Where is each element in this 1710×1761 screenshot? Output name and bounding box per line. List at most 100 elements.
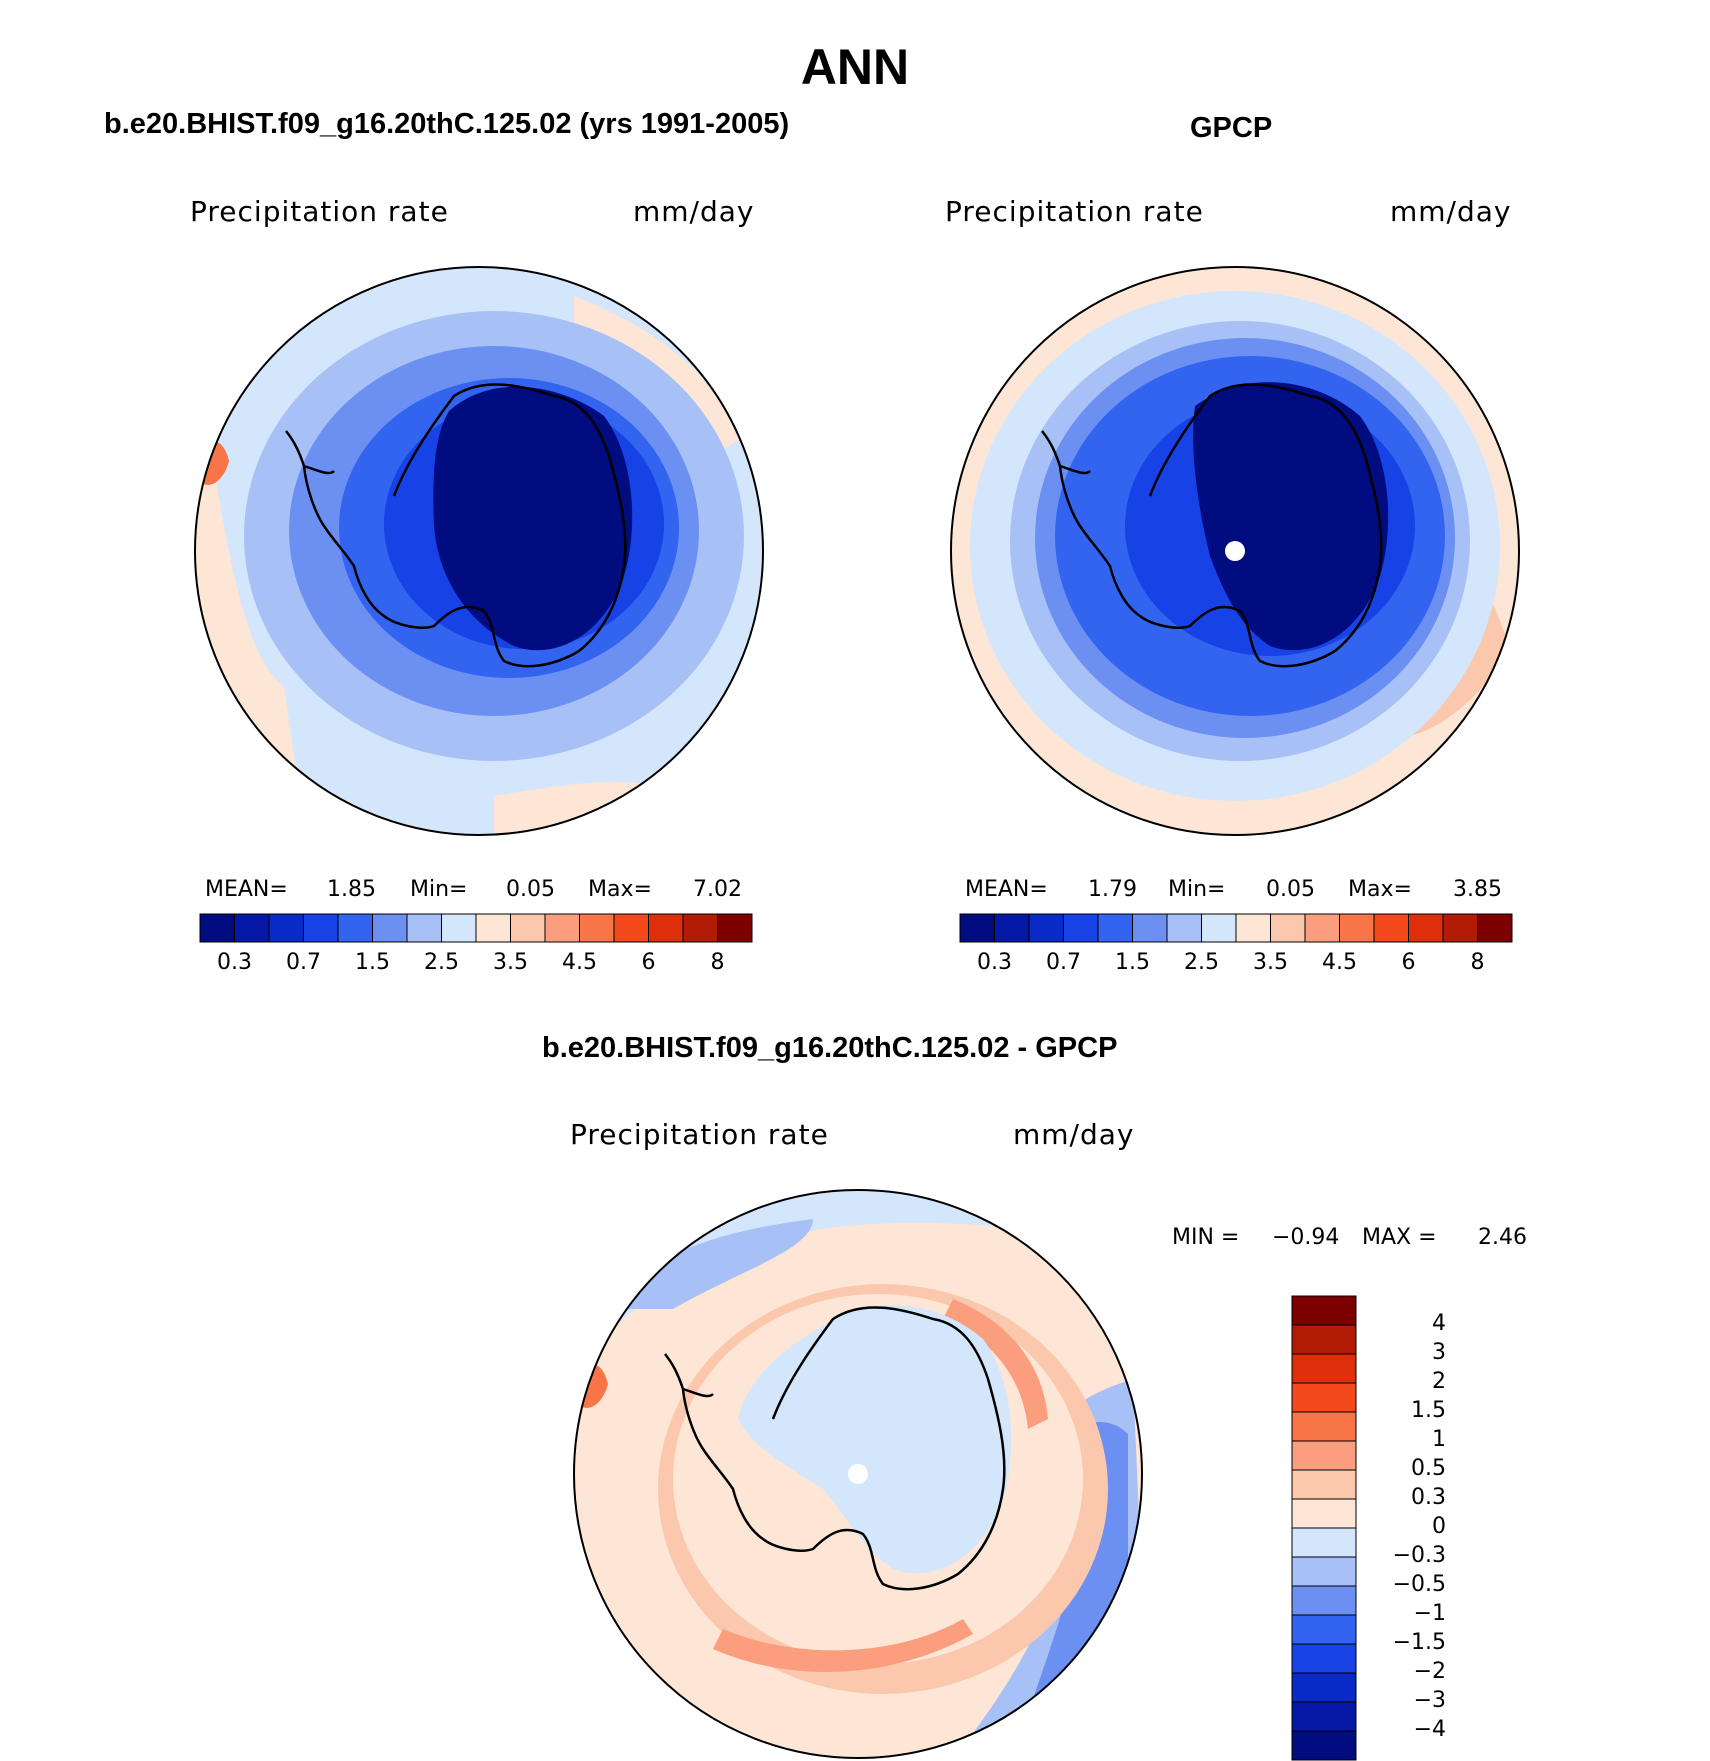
colorbar-swatch <box>1339 913 1375 943</box>
panel-3-ring-orange-south <box>713 1619 973 1672</box>
colorbar-swatch <box>613 913 649 943</box>
colorbar-tick-label: 0.5 <box>1411 1456 1446 1481</box>
panel-2-antarctica-coastline <box>1041 383 1383 668</box>
colorbar-swatch <box>1166 913 1202 943</box>
panel-3-north-negative-arc <box>574 1190 1142 1359</box>
colorbar-swatch <box>475 913 511 943</box>
colorbar-swatch <box>1442 913 1478 943</box>
panel-1-units-label: mm/day <box>633 195 755 228</box>
colorbar-tick-label: 0.7 <box>286 950 321 975</box>
panel-3-polar-map <box>573 1189 1143 1759</box>
panel-2-polar-map <box>950 266 1520 836</box>
colorbar-swatch <box>717 913 753 943</box>
panel-3-north-negative-inner <box>593 1219 813 1309</box>
panel-1-mean-label: MEAN= <box>205 877 288 902</box>
panel-2-min-label: Min= <box>1168 877 1226 902</box>
colorbar-swatch <box>441 913 477 943</box>
colorbar-swatch <box>337 913 373 943</box>
colorbar-swatch <box>1028 913 1064 943</box>
colorbar-tick-label: −2 <box>1413 1659 1446 1684</box>
colorbar-swatch <box>544 913 580 943</box>
colorbar-swatch <box>510 913 546 943</box>
panel-3-min-label: MIN = <box>1172 1225 1240 1250</box>
colorbar-swatch <box>234 913 270 943</box>
colorbar-tick-label: 0.3 <box>1411 1485 1446 1510</box>
panel-1-min-value: 0.05 <box>506 877 555 902</box>
colorbar-tick-label: −4 <box>1413 1717 1446 1742</box>
panel-1-subtitle: b.e20.BHIST.f09_g16.20thC.125.02 (yrs 19… <box>104 108 790 140</box>
panel-1-max-value: 7.02 <box>693 877 742 902</box>
panel-3-subtitle: b.e20.BHIST.f09_g16.20thC.125.02 - GPCP <box>542 1032 1118 1064</box>
colorbar-tick-label: 0 <box>1432 1514 1446 1539</box>
panel-1-min-label: Min= <box>410 877 468 902</box>
panel-3-min-value: −0.94 <box>1272 1225 1340 1250</box>
colorbar-swatch <box>1291 1672 1357 1703</box>
colorbar-tick-label: 1.5 <box>1411 1398 1446 1423</box>
colorbar-tick-label: 1.5 <box>1115 950 1150 975</box>
colorbar-swatch <box>406 913 442 943</box>
colorbar-swatch <box>1408 913 1444 943</box>
colorbar-swatch <box>1291 1469 1357 1500</box>
colorbar-swatch <box>1304 913 1340 943</box>
colorbar-swatch <box>1291 1324 1357 1355</box>
colorbar-tick-label: 8 <box>1470 950 1485 975</box>
panel-2-colorbar-ticks: 0.3 0.7 1.5 2.5 3.5 4.5 6 8 <box>960 950 1512 978</box>
panel-3-max-value: 2.46 <box>1478 1225 1527 1250</box>
panel-2-colorbar <box>959 913 1513 943</box>
colorbar-tick-label: 1 <box>1432 1427 1446 1452</box>
colorbar-swatch <box>1291 1701 1357 1732</box>
colorbar-tick-label: 3.5 <box>1253 950 1288 975</box>
colorbar-tick-label: 0.3 <box>217 950 252 975</box>
colorbar-swatch <box>1291 1527 1357 1558</box>
colorbar-swatch <box>1063 913 1099 943</box>
panel-2-mean-value: 1.79 <box>1088 877 1137 902</box>
panel-1-antarctica-coastline <box>285 383 627 668</box>
colorbar-tick-label: 2 <box>1432 1369 1446 1394</box>
colorbar-tick-label: 3.5 <box>493 950 528 975</box>
panel-2-max-label: Max= <box>1348 877 1412 902</box>
colorbar-swatch <box>372 913 408 943</box>
panel-3-units-label: mm/day <box>1013 1118 1135 1151</box>
colorbar-swatch <box>1235 913 1271 943</box>
colorbar-swatch <box>268 913 304 943</box>
colorbar-swatch <box>1291 1353 1357 1384</box>
figure-title: ANN <box>800 39 910 95</box>
colorbar-tick-label: 4 <box>1432 1311 1446 1336</box>
colorbar-swatch <box>1291 1411 1357 1442</box>
panel-1-max-label: Max= <box>588 877 652 902</box>
colorbar-swatch <box>1291 1643 1357 1674</box>
panel-2-interior-deep <box>1193 382 1389 651</box>
colorbar-swatch <box>648 913 684 943</box>
colorbar-swatch <box>959 913 995 943</box>
colorbar-swatch <box>1201 913 1237 943</box>
colorbar-tick-label: 3 <box>1432 1340 1446 1365</box>
colorbar-swatch <box>1097 913 1133 943</box>
colorbar-swatch <box>1291 1556 1357 1587</box>
colorbar-tick-label: −0.5 <box>1392 1572 1446 1597</box>
panel-1-colorbar-ticks: 0.3 0.7 1.5 2.5 3.5 4.5 6 8 <box>200 950 752 978</box>
panel-1-mean-value: 1.85 <box>327 877 376 902</box>
colorbar-tick-label: −1 <box>1413 1601 1446 1626</box>
colorbar-tick-label: 4.5 <box>1322 950 1357 975</box>
colorbar-tick-label: 0.3 <box>977 950 1012 975</box>
colorbar-swatch <box>1477 913 1513 943</box>
panel-2-mean-label: MEAN= <box>965 877 1048 902</box>
colorbar-tick-label: 8 <box>710 950 725 975</box>
colorbar-swatch <box>579 913 615 943</box>
panel-2-units-label: mm/day <box>1390 195 1512 228</box>
panel-3-antarctica-coastline <box>664 1306 1006 1591</box>
colorbar-tick-label: 2.5 <box>424 950 459 975</box>
colorbar-swatch <box>1291 1585 1357 1616</box>
colorbar-tick-label: 6 <box>1401 950 1416 975</box>
panel-3-variable-label: Precipitation rate <box>570 1118 829 1151</box>
colorbar-swatch <box>682 913 718 943</box>
colorbar-swatch <box>1291 1730 1357 1761</box>
panel-2-min-value: 0.05 <box>1266 877 1315 902</box>
panel-1-colorbar <box>199 913 753 943</box>
colorbar-tick-label: 6 <box>641 950 656 975</box>
panel-2-pole-marker <box>1225 541 1245 561</box>
colorbar-tick-label: 1.5 <box>355 950 390 975</box>
panel-2-variable-label: Precipitation rate <box>945 195 1204 228</box>
panel-3-pole-marker <box>848 1464 868 1484</box>
colorbar-swatch <box>303 913 339 943</box>
